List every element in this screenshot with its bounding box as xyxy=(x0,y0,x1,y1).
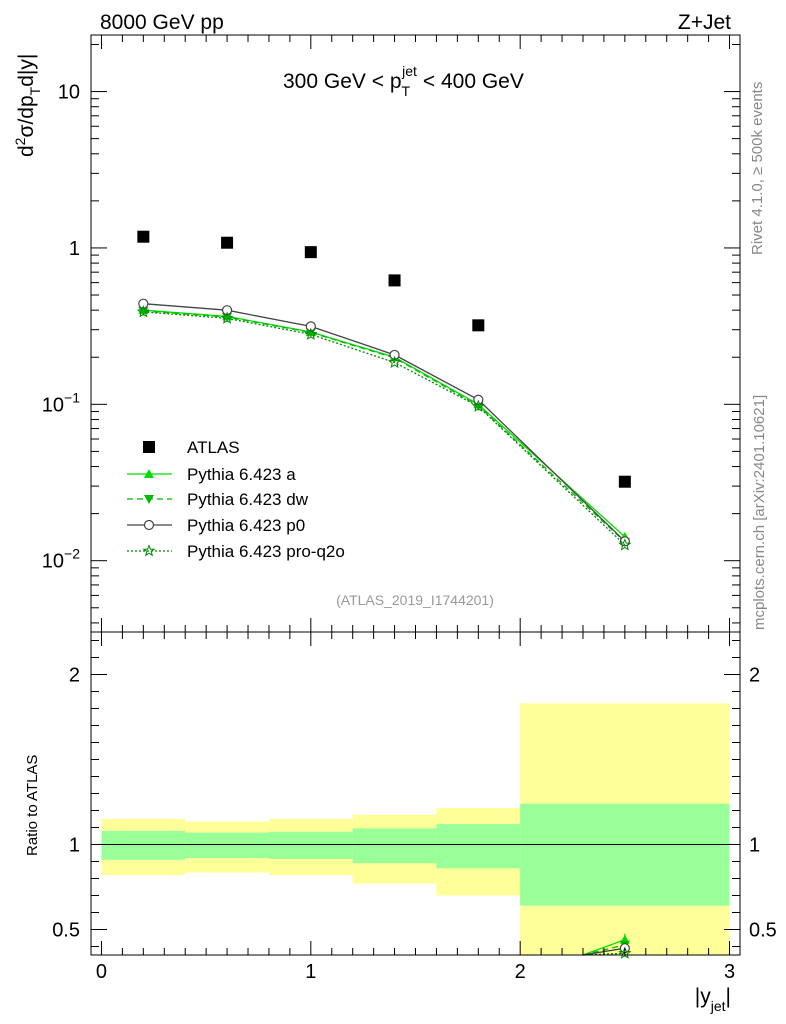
ylabel-sup: 2 xyxy=(12,137,28,145)
point-pythia-6-423-pro-q2o xyxy=(388,355,402,369)
main-y-tick-label: 10−2 xyxy=(42,546,80,573)
ratio-band-inner xyxy=(268,831,353,859)
panel-title-left: 300 GeV < p xyxy=(283,70,402,93)
ratio-y-tick-label-right: 0.5 xyxy=(749,920,777,942)
ratio-y-tick-label: 2 xyxy=(69,665,80,687)
legend-marker-pythia-p0 xyxy=(143,519,155,531)
xlabel-sub: jet xyxy=(710,998,726,1014)
panel-title-sub: T xyxy=(402,83,411,99)
ratio-point-pythia-6-423-pro-q2o xyxy=(618,946,632,959)
series-line-pythia-6-423-dw xyxy=(143,310,626,543)
mcplots-label: mcplots.cern.ch [arXiv:2401.10621] xyxy=(751,395,768,630)
ratio-bands xyxy=(101,703,730,955)
main-y-tick-label: 10−1 xyxy=(42,389,80,416)
point-atlas xyxy=(304,246,317,259)
legend-label-pythia-proq2o: Pythia 6.423 pro-q2o xyxy=(187,542,345,561)
legend-label-pythia-dw: Pythia 6.423 dw xyxy=(187,490,309,509)
series-line-pythia-6-423-p0 xyxy=(143,303,626,542)
point-pythia-6-423-pro-q2o xyxy=(471,399,485,412)
legend-label-pythia-a: Pythia 6.423 a xyxy=(187,465,296,484)
panel-title-sup: jet xyxy=(401,63,417,79)
ratio-panel: 0.5 0.5 1 1 2 2 0 1 2 3 Ratio to ATLAS |yjet| xyxy=(24,631,777,1014)
ratio-y-tick-label: 0.5 xyxy=(52,920,80,942)
point-pythia-6-423-p0 xyxy=(305,321,316,332)
ratio-band-inner xyxy=(352,828,437,864)
ratio-band-inner xyxy=(185,832,269,859)
legend-entry-pythia-dw: Pythia 6.423 dw xyxy=(127,490,309,509)
tick-exponent: −2 xyxy=(64,546,80,562)
tick-exponent: −1 xyxy=(64,389,80,405)
analysis-id: (ATLAS_2019_I1744201) xyxy=(336,592,494,608)
xlabel-end: | xyxy=(726,985,731,1008)
ratio-x-tick-label: 2 xyxy=(515,961,526,983)
rivet-label: Rivet 4.1.0, ≥ 500k events xyxy=(749,82,766,255)
ratio-y-tick-label: 1 xyxy=(69,835,80,857)
collision-label: 8000 GeV pp xyxy=(100,11,224,34)
point-pythia-6-423-dw xyxy=(222,312,233,322)
point-pythia-6-423-pro-q2o xyxy=(220,311,234,324)
point-pythia-6-423-p0 xyxy=(389,349,400,361)
ratio-xlabel: |yjet| xyxy=(695,985,731,1014)
point-atlas xyxy=(137,230,150,243)
point-pythia-6-423-p0 xyxy=(221,305,233,316)
legend-marker-atlas xyxy=(143,441,155,453)
ylabel-mid: σ/dp xyxy=(15,95,38,137)
legend-marker-pythia-proq2o xyxy=(142,544,156,557)
panel-title-right: < 400 GeV xyxy=(423,70,524,93)
legend-entry-atlas: ATLAS xyxy=(143,438,240,457)
tick-base: 10 xyxy=(42,394,64,416)
main-ylabel: d2σ/dpTd|y| xyxy=(12,54,43,157)
legend-entry-pythia-p0: Pythia 6.423 p0 xyxy=(127,516,305,535)
point-pythia-6-423-p0 xyxy=(138,298,149,309)
ratio-band-inner xyxy=(101,830,186,860)
tick-base: 10 xyxy=(42,551,64,573)
point-atlas xyxy=(618,475,631,488)
ratio-band-inner xyxy=(436,824,521,869)
ratio-x-tick-label: 1 xyxy=(305,961,316,983)
legend-entry-pythia-proq2o: Pythia 6.423 pro-q2o xyxy=(127,542,345,561)
ratio-band-inner xyxy=(520,803,730,906)
point-atlas xyxy=(388,274,401,287)
ratio-axis-ticks: 0.5 0.5 1 1 2 2 0 1 2 3 xyxy=(52,632,777,983)
ratio-x-tick-label: 3 xyxy=(724,961,735,983)
ylabel-sub: T xyxy=(27,86,43,95)
process-label: Z+Jet xyxy=(678,11,731,34)
ratio-line-pythia-6-423-a xyxy=(582,939,626,956)
main-series xyxy=(136,230,632,551)
ratio-y-tick-label-right: 1 xyxy=(749,835,760,857)
legend: ATLAS Pythia 6.423 a Pythia 6.423 dw Pyt… xyxy=(127,438,345,561)
panel-title: 300 GeV < pTjet < 400 GeV xyxy=(283,63,524,99)
ratio-x-tick-label: 0 xyxy=(96,961,107,983)
xlabel-main: |y xyxy=(695,985,711,1008)
ylabel-end: d|y| xyxy=(15,54,38,87)
point-atlas xyxy=(472,319,485,332)
point-pythia-6-423-pro-q2o xyxy=(618,538,632,551)
ylabel-d: d xyxy=(15,145,38,157)
main-y-tick-label: 10 xyxy=(58,82,80,104)
point-pythia-6-423-pro-q2o xyxy=(304,327,318,340)
legend-label-pythia-p0: Pythia 6.423 p0 xyxy=(187,516,305,535)
legend-marker-pythia-a xyxy=(144,469,154,478)
legend-label-atlas: ATLAS xyxy=(187,438,240,457)
ratio-ylabel: Ratio to ATLAS xyxy=(24,755,41,856)
legend-entry-pythia-a: Pythia 6.423 a xyxy=(127,465,296,484)
legend-marker-pythia-dw xyxy=(144,495,154,504)
point-atlas xyxy=(221,236,234,249)
main-y-tick-label: 1 xyxy=(69,238,80,260)
ratio-y-tick-label-right: 2 xyxy=(749,665,760,687)
series-line-pythia-6-423-pro-q2o xyxy=(143,311,626,546)
point-pythia-6-423-pro-q2o xyxy=(136,305,150,318)
